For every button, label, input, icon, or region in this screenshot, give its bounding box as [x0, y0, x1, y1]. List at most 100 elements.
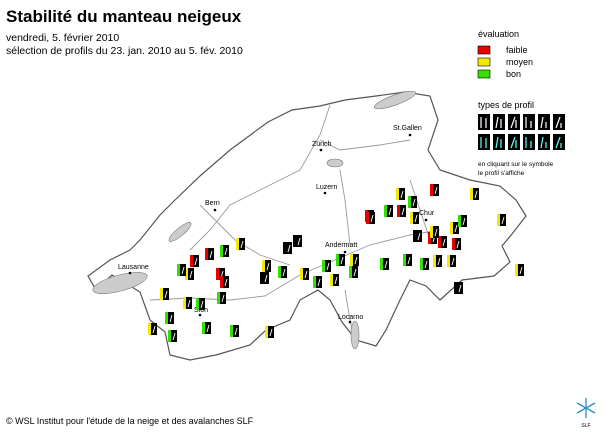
profile-marker-rating [330, 274, 333, 286]
profile-marker [217, 292, 226, 304]
profile-marker-line [454, 224, 458, 233]
profile-marker-line [451, 257, 455, 266]
legend-swatch [477, 57, 491, 67]
profile-marker-line [340, 256, 344, 265]
profile-marker-line [189, 270, 193, 279]
profile-marker [384, 205, 393, 217]
profile-icon [553, 114, 565, 130]
profile-marker [165, 312, 174, 324]
city-labels: Zürich St.Gallen Luzern Bern Chur Anderm… [118, 125, 435, 324]
profile-marker [350, 254, 359, 266]
profile-marker [458, 215, 467, 227]
profile-marker-line [206, 324, 210, 333]
profile-marker [447, 255, 456, 267]
profile-marker-line [437, 257, 441, 266]
profile-marker [438, 236, 447, 248]
profile-marker [278, 266, 287, 278]
profile-icon-line [480, 117, 487, 128]
profile-marker [230, 325, 239, 337]
profile-marker-rating [190, 255, 193, 267]
selection: sélection de profils du 23. jan. 2010 au… [6, 45, 243, 57]
country-outline [87, 91, 527, 361]
legend-label: bon [506, 69, 521, 79]
profile-marker-rating [420, 258, 423, 270]
profile-marker-rating [410, 212, 413, 224]
profile-marker-line [297, 237, 301, 246]
profile-marker [497, 214, 506, 226]
profile-marker [330, 274, 339, 286]
profile-marker [185, 268, 194, 280]
profile-type-icons [478, 114, 565, 150]
profile-marker-rating [497, 214, 500, 226]
profile-marker-rating [452, 238, 455, 250]
profile-icon-line [525, 117, 532, 128]
profile-marker-line [370, 214, 374, 223]
profile-marker [408, 196, 417, 208]
date: vendredi, 5. février 2010 [6, 32, 119, 44]
legend-swatch [477, 69, 491, 79]
profile-marker-line [407, 256, 411, 265]
hint: en cliquant sur le symbole [478, 161, 554, 168]
profile-marker [410, 212, 419, 224]
profile-marker-line [169, 314, 173, 323]
profile-marker-line [164, 290, 168, 299]
profile-icon-line [480, 137, 487, 148]
profile-marker-line [152, 325, 156, 334]
profile-marker-rating [322, 260, 325, 272]
profile-icon [523, 114, 535, 130]
profile-marker [313, 276, 322, 288]
profile-marker-rating [450, 222, 453, 234]
profile-marker-rating [430, 184, 433, 196]
legend: faible moyen bon [477, 45, 533, 79]
city: Bern [205, 200, 220, 207]
profile-marker-line [287, 244, 291, 253]
profile-marker [349, 266, 358, 278]
profile-marker-line [354, 256, 358, 265]
profile-marker-rating [366, 212, 369, 224]
profile-marker [413, 230, 422, 242]
profile-types-title: types de profil [478, 100, 534, 110]
profile-marker-line [187, 299, 191, 308]
profile-marker-line [388, 207, 392, 216]
profile-marker-line [269, 328, 273, 337]
city: Luzern [316, 184, 338, 191]
profile-marker-rating [403, 254, 406, 266]
profile-markers [148, 184, 524, 342]
profile-marker [262, 260, 271, 272]
profile-marker [515, 264, 524, 276]
profile-marker-rating [220, 245, 223, 257]
profile-marker-line [412, 198, 416, 207]
city: Locarno [338, 314, 363, 321]
profile-icon-line [555, 136, 562, 149]
profile-marker-line [462, 217, 466, 226]
profile-marker-line [424, 260, 428, 269]
profile-marker-line [221, 294, 225, 303]
profile-marker [420, 258, 429, 270]
profile-marker-line [434, 228, 438, 237]
lakes [92, 90, 417, 350]
profile-marker [148, 323, 157, 335]
profile-marker-rating [160, 288, 163, 300]
logo [576, 398, 596, 418]
profile-marker-rating [430, 226, 433, 238]
profile-marker-rating [236, 238, 239, 250]
profile-marker [205, 248, 214, 260]
profile-marker-rating [217, 292, 220, 304]
profile-icon-line [510, 136, 517, 149]
city: Zürich [312, 141, 332, 148]
profile-marker-line [334, 276, 338, 285]
profile-marker-line [234, 327, 238, 336]
profile-icon [508, 114, 520, 130]
profile-marker-line [282, 268, 286, 277]
profile-marker-line [519, 266, 523, 275]
profile-marker [220, 245, 229, 257]
profile-icon-line [540, 136, 547, 149]
profile-marker [202, 322, 211, 334]
profile-icon-line [495, 116, 502, 129]
profile-marker-rating [349, 266, 352, 278]
legend-label: faible [506, 45, 528, 55]
profile-marker-line [266, 262, 270, 271]
profile-marker-rating [262, 260, 265, 272]
profile-marker-line [240, 240, 244, 249]
profile-marker [293, 235, 302, 247]
